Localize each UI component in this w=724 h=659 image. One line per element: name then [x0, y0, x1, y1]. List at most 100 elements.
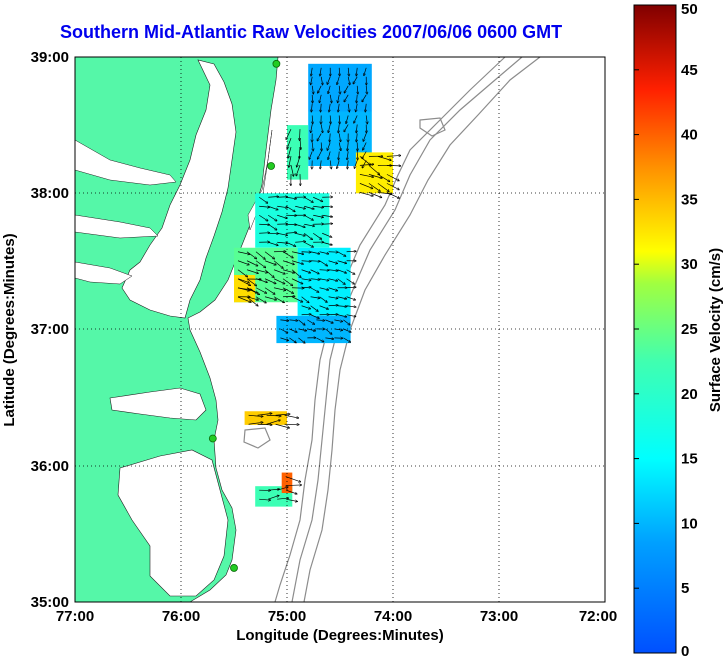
velocity-vector — [298, 337, 305, 343]
velocity-vector — [273, 260, 283, 269]
velocity-vector — [286, 241, 296, 246]
velocity-vector — [329, 94, 331, 103]
velocity-vector — [255, 260, 266, 268]
velocity-vector — [328, 287, 338, 291]
velocity-vector — [286, 196, 296, 199]
velocity-vector — [348, 103, 349, 112]
velocity-vector — [286, 232, 296, 233]
velocity-vector — [264, 269, 274, 278]
velocity-vector — [285, 485, 302, 486]
velocity-vector — [295, 241, 305, 242]
velocity-vector — [246, 296, 259, 300]
velocity-vector — [259, 233, 269, 234]
velocity-vector — [319, 270, 329, 271]
velocity-vector — [354, 115, 358, 124]
velocity-vector — [268, 214, 277, 221]
velocity-vector — [319, 305, 329, 309]
velocity-vector — [322, 214, 332, 217]
contour-shelf-lobe — [243, 427, 271, 449]
velocity-vector — [328, 296, 338, 299]
velocity-vector — [259, 206, 269, 207]
velocity-vector — [268, 223, 277, 230]
velocity-vector — [347, 76, 350, 85]
velocity-vector — [310, 261, 320, 262]
x-axis-label: Longitude (Degrees:Minutes) — [236, 627, 444, 644]
velocity-vector — [347, 160, 348, 169]
velocity-vector — [268, 197, 278, 198]
velocity-vector — [377, 174, 390, 181]
colorbar-tick-label: 10 — [681, 515, 698, 532]
velocity-vector — [273, 296, 284, 303]
station-marker — [208, 434, 217, 443]
velocity-vector — [286, 489, 297, 494]
velocity-patch — [297, 247, 351, 316]
velocity-vector — [237, 269, 248, 277]
colorbar-tick-label: 25 — [681, 321, 698, 338]
colorbar-tick-label: 40 — [681, 127, 698, 144]
velocity-vector — [307, 319, 314, 324]
colorbar-tick-label: 5 — [681, 580, 689, 597]
velocity-vector — [347, 142, 348, 151]
velocity-vector — [346, 269, 355, 275]
velocity-vector — [362, 160, 367, 168]
station-marker — [230, 564, 238, 572]
x-axis-ticks: 77:00 76:00 75:00 74:00 73:00 72:00 — [56, 608, 617, 625]
velocity-patch — [244, 411, 287, 425]
velocity-vector — [344, 94, 349, 102]
x-tick-label: 74:00 — [374, 608, 412, 625]
velocity-vector — [268, 241, 278, 245]
x-tick-label: 75:00 — [268, 608, 306, 625]
velocity-vector — [312, 232, 322, 239]
velocity-vector — [287, 138, 292, 149]
velocity-vector — [310, 251, 320, 254]
velocity-vector — [364, 67, 367, 76]
velocity-vector — [328, 305, 338, 306]
velocity-vector — [346, 251, 356, 252]
velocity-vector — [307, 328, 315, 331]
velocity-vector — [264, 251, 275, 259]
velocity-vector — [377, 183, 389, 191]
velocity-vector — [303, 232, 312, 239]
y-tick-label: 37:00 — [31, 321, 69, 338]
velocity-patch — [287, 125, 309, 180]
velocity-vector — [273, 278, 285, 284]
velocity-vector — [275, 414, 290, 416]
velocity-vector — [301, 278, 311, 281]
velocity-vector — [328, 124, 331, 133]
velocity-vector — [289, 156, 292, 167]
velocity-vector — [325, 328, 332, 334]
velocity-vector — [291, 296, 303, 302]
velocity-vector — [291, 260, 304, 264]
velocity-vector — [311, 124, 313, 133]
velocity-vector — [282, 260, 294, 265]
velocity-vector — [327, 76, 331, 85]
velocity-vector — [301, 314, 311, 315]
velocity-vector — [319, 296, 328, 303]
velocity-vector — [268, 495, 279, 500]
velocity-vector — [289, 337, 296, 343]
velocity-vector — [313, 214, 323, 217]
velocity-vector — [320, 67, 321, 76]
velocity-vector — [328, 260, 338, 264]
velocity-vector — [264, 278, 276, 284]
velocity-vector — [346, 314, 356, 317]
velocity-vector — [310, 287, 319, 293]
map-grid — [75, 57, 605, 602]
colorbar-label: Surface Velocity (cm/s) — [707, 248, 724, 412]
velocity-vector — [297, 156, 301, 167]
velocity-vector — [356, 124, 357, 133]
velocity-vector — [304, 196, 313, 202]
velocity-vector — [386, 165, 401, 166]
velocity-vector — [257, 413, 272, 416]
velocity-vector — [286, 498, 297, 501]
velocity-vector — [316, 337, 323, 342]
velocity-vector — [368, 165, 380, 174]
velocity-vector — [259, 224, 269, 225]
velocity-vector — [237, 296, 251, 302]
velocity-vector — [310, 305, 319, 312]
velocity-vector — [343, 337, 350, 342]
velocity-vector — [386, 183, 399, 189]
station-marker — [272, 59, 281, 68]
velocity-vector — [291, 251, 304, 254]
velocity-vector — [317, 133, 322, 141]
